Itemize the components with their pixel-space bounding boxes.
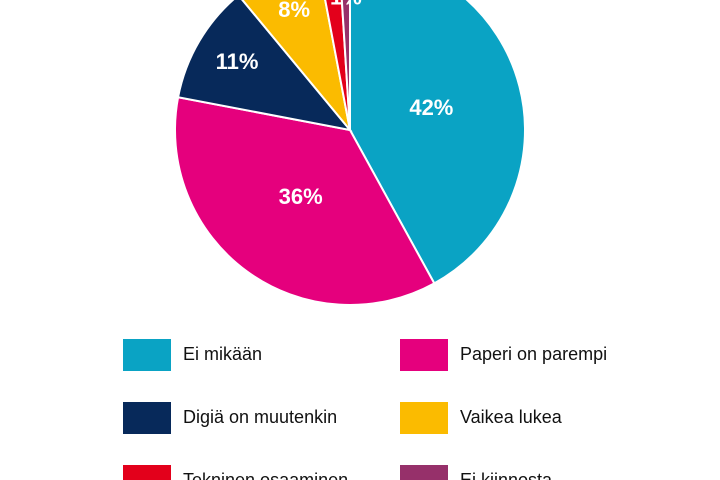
pie-slice — [176, 0, 353, 132]
value-label: 1% — [330, 0, 362, 10]
legend-label: Vaikea lukea — [460, 407, 563, 427]
pie-slice — [241, 0, 351, 131]
legend-swatch — [400, 465, 448, 480]
legend-label: Tekninen osaaminen — [183, 470, 348, 480]
pie-slice — [340, 0, 351, 131]
value-label: 11% — [216, 49, 259, 74]
legend-swatch — [123, 465, 171, 480]
legend-label: Digiä on muutenkin — [183, 407, 337, 427]
legend-label: Ei mikään — [183, 344, 262, 364]
legend-swatch — [400, 339, 448, 371]
value-label: 36% — [279, 184, 323, 209]
value-label: 8% — [278, 0, 310, 22]
legend-label: Paperi on parempi — [460, 344, 607, 364]
legend-swatch — [123, 402, 171, 434]
legend-swatch — [400, 402, 448, 434]
legend-label: Ei kiinnosta — [460, 470, 553, 480]
pie-slice — [349, 0, 527, 285]
pie-slice — [174, 96, 436, 306]
value-label: 42% — [409, 95, 453, 120]
legend-swatch — [123, 339, 171, 371]
